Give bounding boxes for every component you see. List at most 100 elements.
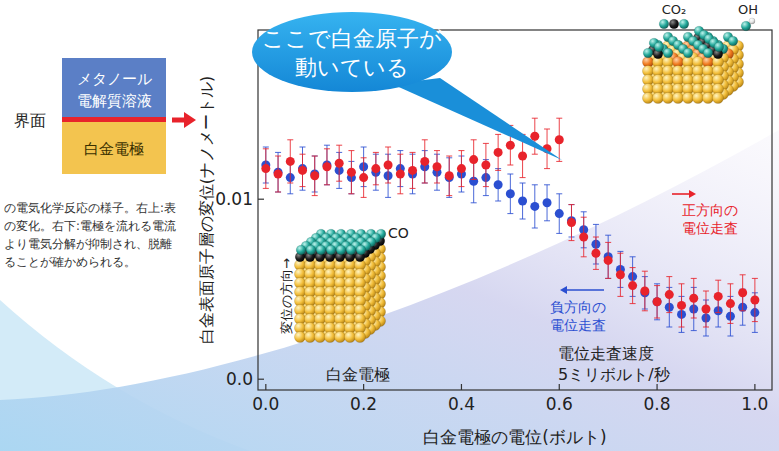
oh-label: OH [738,2,758,17]
label-arrow [566,289,604,291]
atom-model [294,229,385,342]
series [261,145,759,336]
figure: メタノール電解質溶液白金電極界面の電気化学反応の様子。右上:表の変化。右下:電極… [0,0,779,451]
data-point [408,166,417,175]
caption-line: の電気化学反応の様子。右上:表 [4,201,176,215]
data-point [457,164,466,173]
electrode-model-label: 白金電極 [326,365,390,384]
oxygen-atom [659,19,669,29]
pt-atom [354,331,365,342]
pt-atom [682,92,693,103]
oxygen-atom [714,42,724,52]
label-line: 負方向の [550,299,606,315]
scan-rate-label: 5ミリボルト/秒 [558,365,670,384]
data-point [518,197,527,206]
solution-box [62,58,166,118]
data-point [494,148,503,157]
x-tick-label: 0.2 [350,394,377,414]
x-tick [363,384,364,390]
data-point [347,168,356,177]
oxygen-atom [336,245,346,255]
data-point [481,161,490,170]
data-point [640,287,649,296]
arrow-shaft [172,118,186,123]
data-point [616,270,625,279]
data-point [628,281,637,290]
x-tick [461,384,462,390]
data-point [677,301,686,310]
pt-atom [652,92,663,103]
callout-text: 動いている [295,55,409,80]
scan-rate-label: 電位走査速度 [558,344,654,363]
oxygen-atom [679,19,689,29]
label-line: 電位走査 [682,220,738,236]
pt-atom [712,92,723,103]
data-point [653,297,662,306]
label-arrow-head [689,190,696,198]
oxygen-atom [683,48,693,58]
oxygen-atom [326,245,336,255]
data-point [384,161,393,170]
label-arrow [672,193,690,195]
pt-atom [642,92,653,103]
data-point [274,170,283,179]
callout-text: ここで白金原子が [262,26,442,51]
x-tick [265,384,266,390]
oxygen-atom [703,48,713,58]
data-point [543,198,552,207]
data-point [371,164,380,173]
pt-atom [344,331,355,342]
x-tick [754,384,755,390]
data-point [653,297,662,306]
data-point [604,256,613,265]
oxygen-atom [316,245,326,255]
displacement-label: 変位の方向→ [279,258,294,334]
caption-line: の変化。右下:電極を流れる電流 [4,219,176,233]
electrode-label: 白金電極 [84,140,144,158]
pt-atom [324,331,335,342]
data-point [567,218,576,227]
solution-label: 電解質溶液 [77,92,152,110]
data-point [420,157,429,166]
data-point [689,294,698,303]
pt-atom [334,331,345,342]
interface-label: 界面 [14,111,46,130]
pt-atom [314,331,325,342]
y-axis-title: 白金表面原子層の変位(ナノメートル) [197,76,216,344]
oxygen-atom [663,48,673,58]
data-point [494,180,503,189]
data-point [530,132,539,141]
data-point [665,290,674,299]
x-axis-title: 白金電極の電位(ボルト) [423,427,606,447]
pt-atom [662,92,673,103]
data-point [396,170,405,179]
data-point [518,152,527,161]
callout-tail [392,78,562,160]
x-tick-label: 0.8 [644,394,671,414]
y-tick [258,379,264,380]
x-tick [656,384,657,390]
data-point [750,296,759,305]
series [261,118,759,327]
x-tick-label: 1.0 [741,394,768,414]
oxygen-atom [306,245,316,255]
data-layer [261,118,759,336]
x-tick [559,384,560,390]
data-point [530,202,539,211]
oxygen-atom [346,245,356,255]
pt-atom [692,92,703,103]
data-point [298,166,307,175]
oxygen-atom [654,42,664,52]
data-point [591,249,600,258]
x-tick-label: 0.4 [448,394,475,414]
caption-line: より電気分解が抑制され、脱離 [4,237,172,251]
data-point [714,292,723,301]
oxygen-atom [356,245,366,255]
data-point [506,141,515,150]
data-point [432,162,441,171]
data-point [359,173,368,182]
data-point [310,171,319,180]
y-tick [258,199,264,200]
background-band [0,130,779,451]
callout-bubble [252,12,452,92]
